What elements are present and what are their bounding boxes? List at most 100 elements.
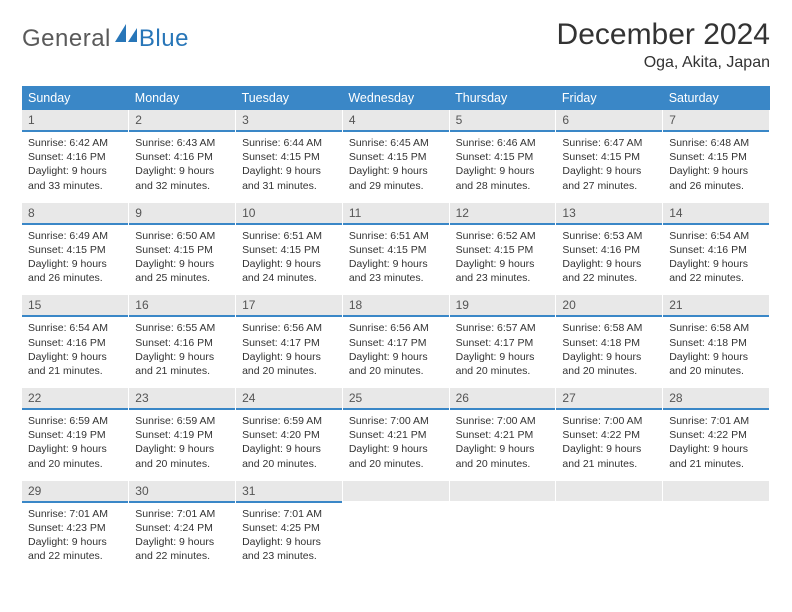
weekday-header: Friday — [556, 86, 663, 110]
day-number: 30 — [129, 481, 235, 503]
calendar-cell: 22Sunrise: 6:59 AMSunset: 4:19 PMDayligh… — [22, 388, 129, 481]
day-number-empty — [663, 481, 769, 501]
calendar-cell: 18Sunrise: 6:56 AMSunset: 4:17 PMDayligh… — [342, 295, 449, 388]
day-body: Sunrise: 6:55 AMSunset: 4:16 PMDaylight:… — [129, 317, 235, 388]
day-body: Sunrise: 6:43 AMSunset: 4:16 PMDaylight:… — [129, 132, 235, 203]
day-number-empty — [343, 481, 449, 501]
weekday-header: Wednesday — [342, 86, 449, 110]
day-body: Sunrise: 6:56 AMSunset: 4:17 PMDaylight:… — [343, 317, 449, 388]
day-number-empty — [556, 481, 662, 501]
calendar-row: 8Sunrise: 6:49 AMSunset: 4:15 PMDaylight… — [22, 203, 770, 296]
day-number: 19 — [450, 295, 556, 317]
calendar-cell: 15Sunrise: 6:54 AMSunset: 4:16 PMDayligh… — [22, 295, 129, 388]
calendar-cell: 11Sunrise: 6:51 AMSunset: 4:15 PMDayligh… — [342, 203, 449, 296]
calendar-row: 22Sunrise: 6:59 AMSunset: 4:19 PMDayligh… — [22, 388, 770, 481]
day-number: 9 — [129, 203, 235, 225]
calendar-row: 15Sunrise: 6:54 AMSunset: 4:16 PMDayligh… — [22, 295, 770, 388]
day-body: Sunrise: 7:00 AMSunset: 4:21 PMDaylight:… — [343, 410, 449, 481]
day-body: Sunrise: 6:59 AMSunset: 4:20 PMDaylight:… — [236, 410, 342, 481]
day-number: 25 — [343, 388, 449, 410]
day-body: Sunrise: 6:51 AMSunset: 4:15 PMDaylight:… — [236, 225, 342, 296]
day-number: 16 — [129, 295, 235, 317]
calendar-table: Sunday Monday Tuesday Wednesday Thursday… — [22, 86, 770, 573]
day-body: Sunrise: 6:57 AMSunset: 4:17 PMDaylight:… — [450, 317, 556, 388]
weekday-header-row: Sunday Monday Tuesday Wednesday Thursday… — [22, 86, 770, 110]
calendar-cell: 2Sunrise: 6:43 AMSunset: 4:16 PMDaylight… — [129, 110, 236, 203]
day-number: 24 — [236, 388, 342, 410]
calendar-cell: 1Sunrise: 6:42 AMSunset: 4:16 PMDaylight… — [22, 110, 129, 203]
day-number: 27 — [556, 388, 662, 410]
day-number-empty — [450, 481, 556, 501]
calendar-cell — [556, 481, 663, 574]
calendar-cell: 20Sunrise: 6:58 AMSunset: 4:18 PMDayligh… — [556, 295, 663, 388]
day-number: 18 — [343, 295, 449, 317]
calendar-cell: 24Sunrise: 6:59 AMSunset: 4:20 PMDayligh… — [236, 388, 343, 481]
day-number: 17 — [236, 295, 342, 317]
day-body: Sunrise: 7:01 AMSunset: 4:24 PMDaylight:… — [129, 503, 235, 574]
calendar-cell: 8Sunrise: 6:49 AMSunset: 4:15 PMDaylight… — [22, 203, 129, 296]
day-body: Sunrise: 7:00 AMSunset: 4:22 PMDaylight:… — [556, 410, 662, 481]
day-number: 2 — [129, 110, 235, 132]
day-body: Sunrise: 7:01 AMSunset: 4:23 PMDaylight:… — [22, 503, 128, 574]
day-body: Sunrise: 6:50 AMSunset: 4:15 PMDaylight:… — [129, 225, 235, 296]
day-number: 5 — [450, 110, 556, 132]
calendar-cell: 6Sunrise: 6:47 AMSunset: 4:15 PMDaylight… — [556, 110, 663, 203]
weekday-header: Saturday — [663, 86, 770, 110]
calendar-cell: 12Sunrise: 6:52 AMSunset: 4:15 PMDayligh… — [449, 203, 556, 296]
day-number: 29 — [22, 481, 128, 503]
day-number: 21 — [663, 295, 769, 317]
day-body: Sunrise: 7:01 AMSunset: 4:22 PMDaylight:… — [663, 410, 769, 481]
location: Oga, Akita, Japan — [557, 54, 770, 72]
calendar-cell: 5Sunrise: 6:46 AMSunset: 4:15 PMDaylight… — [449, 110, 556, 203]
day-body: Sunrise: 6:56 AMSunset: 4:17 PMDaylight:… — [236, 317, 342, 388]
day-body: Sunrise: 6:54 AMSunset: 4:16 PMDaylight:… — [663, 225, 769, 296]
weekday-header: Tuesday — [236, 86, 343, 110]
calendar-cell: 30Sunrise: 7:01 AMSunset: 4:24 PMDayligh… — [129, 481, 236, 574]
day-number: 10 — [236, 203, 342, 225]
day-body: Sunrise: 6:42 AMSunset: 4:16 PMDaylight:… — [22, 132, 128, 203]
month-title: December 2024 — [557, 18, 770, 52]
calendar-cell: 21Sunrise: 6:58 AMSunset: 4:18 PMDayligh… — [663, 295, 770, 388]
day-body: Sunrise: 7:01 AMSunset: 4:25 PMDaylight:… — [236, 503, 342, 574]
weekday-header: Sunday — [22, 86, 129, 110]
day-number: 14 — [663, 203, 769, 225]
day-number: 23 — [129, 388, 235, 410]
calendar-cell: 16Sunrise: 6:55 AMSunset: 4:16 PMDayligh… — [129, 295, 236, 388]
day-body-empty — [343, 501, 449, 565]
calendar-cell: 27Sunrise: 7:00 AMSunset: 4:22 PMDayligh… — [556, 388, 663, 481]
logo-text-blue: Blue — [139, 25, 189, 53]
day-body: Sunrise: 6:59 AMSunset: 4:19 PMDaylight:… — [22, 410, 128, 481]
day-number: 3 — [236, 110, 342, 132]
logo-sail-icon — [115, 24, 137, 47]
header: General Blue December 2024 Oga, Akita, J… — [22, 18, 770, 72]
day-number: 4 — [343, 110, 449, 132]
day-body: Sunrise: 7:00 AMSunset: 4:21 PMDaylight:… — [450, 410, 556, 481]
weekday-header: Thursday — [449, 86, 556, 110]
calendar-cell: 14Sunrise: 6:54 AMSunset: 4:16 PMDayligh… — [663, 203, 770, 296]
calendar-row: 29Sunrise: 7:01 AMSunset: 4:23 PMDayligh… — [22, 481, 770, 574]
day-body: Sunrise: 6:47 AMSunset: 4:15 PMDaylight:… — [556, 132, 662, 203]
day-number: 31 — [236, 481, 342, 503]
day-number: 13 — [556, 203, 662, 225]
calendar-cell: 28Sunrise: 7:01 AMSunset: 4:22 PMDayligh… — [663, 388, 770, 481]
calendar-cell: 4Sunrise: 6:45 AMSunset: 4:15 PMDaylight… — [342, 110, 449, 203]
day-body-empty — [556, 501, 662, 565]
calendar-cell: 7Sunrise: 6:48 AMSunset: 4:15 PMDaylight… — [663, 110, 770, 203]
day-body: Sunrise: 6:49 AMSunset: 4:15 PMDaylight:… — [22, 225, 128, 296]
calendar-cell: 3Sunrise: 6:44 AMSunset: 4:15 PMDaylight… — [236, 110, 343, 203]
day-body: Sunrise: 6:51 AMSunset: 4:15 PMDaylight:… — [343, 225, 449, 296]
day-number: 22 — [22, 388, 128, 410]
day-body: Sunrise: 6:58 AMSunset: 4:18 PMDaylight:… — [556, 317, 662, 388]
calendar-cell: 31Sunrise: 7:01 AMSunset: 4:25 PMDayligh… — [236, 481, 343, 574]
calendar-cell: 29Sunrise: 7:01 AMSunset: 4:23 PMDayligh… — [22, 481, 129, 574]
day-number: 7 — [663, 110, 769, 132]
day-body-empty — [450, 501, 556, 565]
day-body: Sunrise: 6:54 AMSunset: 4:16 PMDaylight:… — [22, 317, 128, 388]
day-body: Sunrise: 6:53 AMSunset: 4:16 PMDaylight:… — [556, 225, 662, 296]
calendar-cell: 17Sunrise: 6:56 AMSunset: 4:17 PMDayligh… — [236, 295, 343, 388]
day-body: Sunrise: 6:48 AMSunset: 4:15 PMDaylight:… — [663, 132, 769, 203]
day-body: Sunrise: 6:59 AMSunset: 4:19 PMDaylight:… — [129, 410, 235, 481]
calendar-cell: 9Sunrise: 6:50 AMSunset: 4:15 PMDaylight… — [129, 203, 236, 296]
calendar-cell — [449, 481, 556, 574]
day-body: Sunrise: 6:46 AMSunset: 4:15 PMDaylight:… — [450, 132, 556, 203]
